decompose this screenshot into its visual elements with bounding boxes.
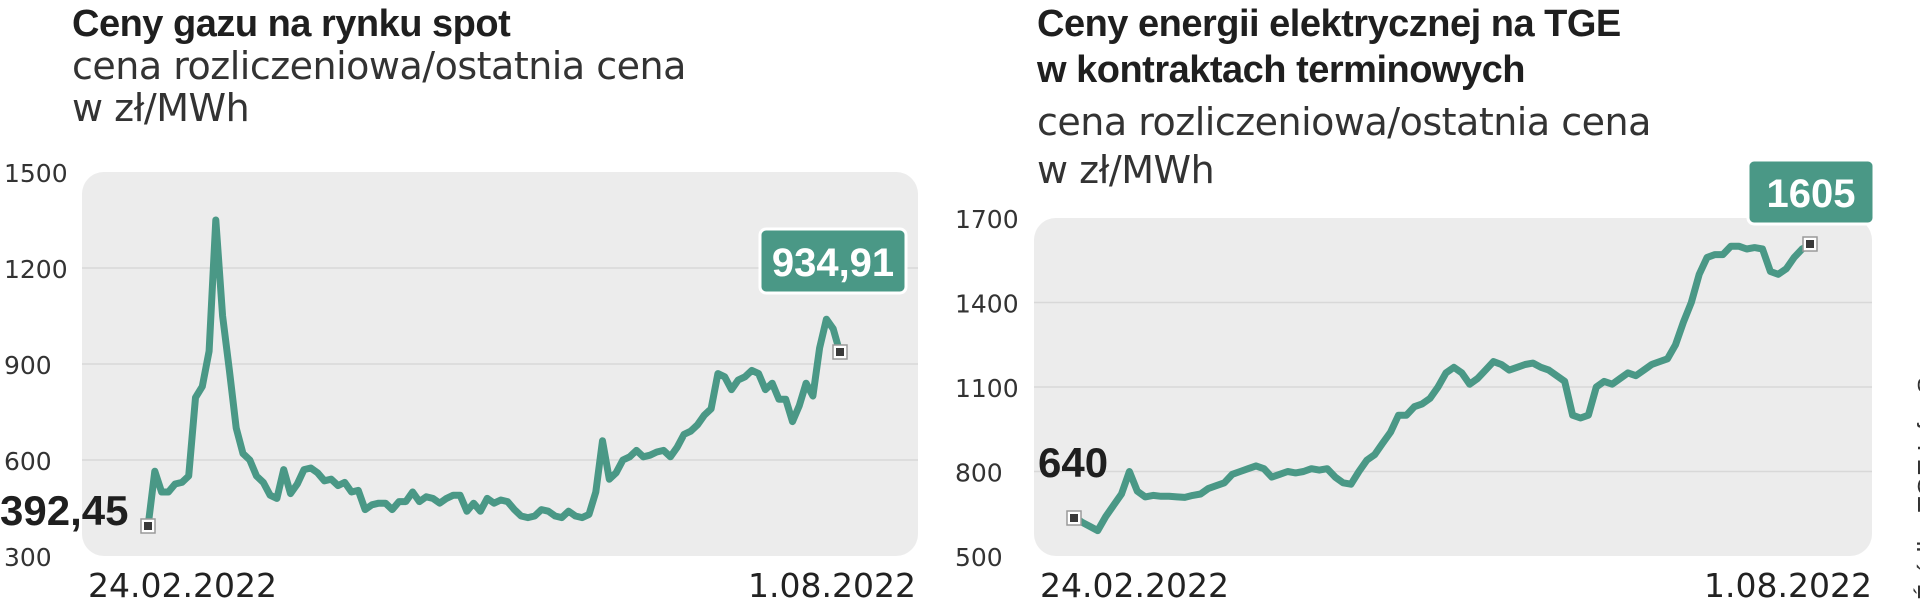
gas-chart-subtitle-line-1: cena rozliczeniowa/ostatnia cena xyxy=(72,44,686,88)
gas-chart-title: Ceny gazu na rynku spot xyxy=(72,3,511,45)
power-ytick-label-500: 500 xyxy=(955,543,1003,572)
power-ytick-label-800: 800 xyxy=(955,459,1003,488)
gas-ytick-label-300: 300 xyxy=(4,543,52,572)
gas-x-end-label: 1.08.2022 xyxy=(748,566,916,605)
gas-ytick-label-600: 600 xyxy=(4,447,52,476)
power-chart-title-line-2: w kontraktach terminowych xyxy=(1037,49,1525,91)
power-series-line xyxy=(1070,241,1814,535)
power-ytick-label-1100: 1100 xyxy=(955,374,1019,403)
power-ytick-label-1400: 1400 xyxy=(955,290,1019,319)
power-chart-subtitle-line-1: cena rozliczeniowa/ostatnia cena xyxy=(1037,100,1651,144)
gas-end-value-badge xyxy=(758,227,908,295)
gas-x-start-label: 24.02.2022 xyxy=(88,566,277,605)
power-start-marker xyxy=(1070,514,1078,522)
power-chart-title-line-1: Ceny energii elektrycznej na TGE xyxy=(1037,3,1621,45)
power-end-value-badge xyxy=(1746,158,1876,226)
gas-end-value-label: 934,91 xyxy=(772,241,894,285)
gas-start-value-label: 392,45 xyxy=(0,487,128,534)
power-start-value-label: 640 xyxy=(1038,439,1108,486)
power-end-value-label: 1605 xyxy=(1767,172,1856,216)
source-credit: Źródło: TGE Info: S xyxy=(1912,376,1920,600)
gas-ytick-label-1200: 1200 xyxy=(4,255,68,284)
gas-ytick-label-900: 900 xyxy=(4,351,52,380)
gas-series-line xyxy=(144,216,844,531)
power-x-start-label: 24.02.2022 xyxy=(1040,566,1229,605)
power-chart-subtitle-line-2: w zł/MWh xyxy=(1037,148,1215,192)
gas-start-marker xyxy=(144,522,152,530)
gas-ytick-label-1500: 1500 xyxy=(4,159,68,188)
power-ytick-label-1700: 1700 xyxy=(955,205,1019,234)
power-x-end-label: 1.08.2022 xyxy=(1704,566,1872,605)
gas-end-marker xyxy=(836,348,844,356)
gas-chart-subtitle-line-2: w zł/MWh xyxy=(72,86,250,130)
power-end-marker xyxy=(1806,240,1814,248)
